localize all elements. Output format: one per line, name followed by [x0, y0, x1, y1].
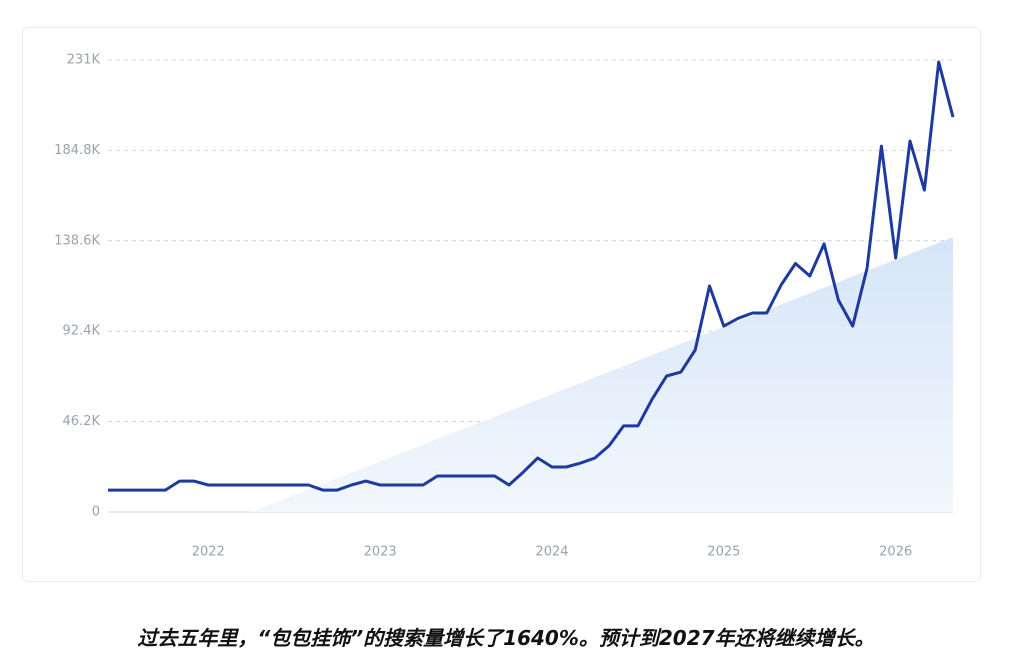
- x-tick-label: 2024: [535, 545, 568, 560]
- y-tick-label: 46.2K: [63, 414, 101, 429]
- trend-area: [251, 237, 953, 512]
- x-tick-label: 2025: [707, 545, 740, 560]
- y-tick-label: 0: [92, 505, 100, 520]
- series-line: [108, 60, 955, 492]
- y-tick-label: 92.4K: [63, 324, 101, 339]
- y-tick-label: 184.8K: [54, 143, 100, 158]
- y-tick-label: 231K: [67, 53, 101, 68]
- x-tick-label: 2026: [879, 545, 912, 560]
- caption: 过去五年里，“包包挂饰”的搜索量增长了1640%。预计到2027年还将继续增长。: [137, 626, 875, 650]
- x-tick-label: 2022: [192, 545, 225, 560]
- x-tick-label: 2023: [364, 545, 397, 560]
- chart: 0 46.2K 92.4K 138.6K 184.8K 231K 2022 2023 2024 2…: [22, 27, 981, 582]
- y-tick-label: 138.6K: [54, 233, 100, 248]
